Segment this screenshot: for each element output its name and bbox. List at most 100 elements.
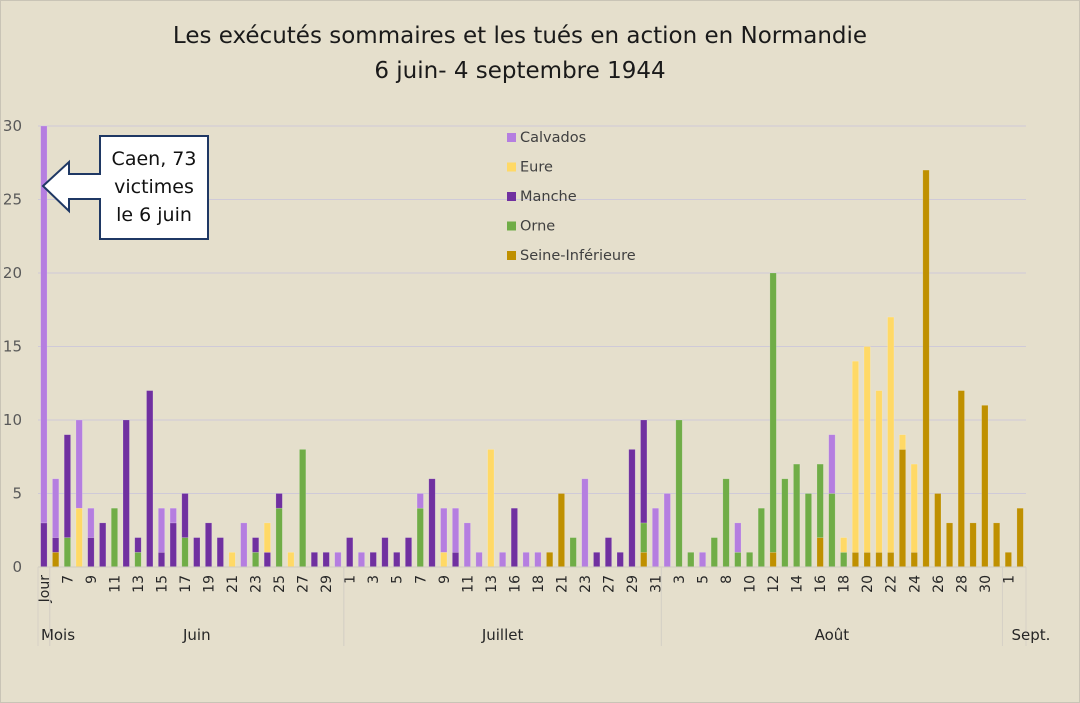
bar-segment-calvados (440, 507, 448, 553)
bar-segment-orne (63, 537, 71, 568)
x-tick-label: 22 (884, 575, 900, 593)
x-tick-label: 5 (390, 575, 406, 584)
callout-line1: Caen, 73 (112, 148, 197, 170)
legend-swatch (507, 133, 516, 142)
y-tick-label: 15 (3, 338, 22, 356)
bar-segment-orne (757, 507, 765, 568)
x-tick-label: 1 (1001, 575, 1017, 584)
bar-segment-seine-inf-rieure (946, 522, 954, 568)
x-tick-label: 30 (978, 575, 994, 593)
bar-segment-orne (134, 551, 142, 568)
bar-segment-seine-inf-rieure (981, 404, 989, 568)
bar-segment-orne (793, 463, 801, 568)
bar-segment-eure (851, 360, 859, 553)
x-tick-label: 18 (531, 575, 547, 593)
bar-segment-manche (616, 551, 624, 568)
bar-segment-calvados (87, 507, 95, 538)
bar-segment-calvados (452, 507, 460, 553)
legend-swatch (507, 162, 516, 172)
bar-segment-manche (205, 522, 213, 568)
bar-segment-manche (169, 522, 177, 568)
legend-swatch (507, 192, 516, 201)
legend-swatch (507, 251, 516, 260)
bar-segment-manche (393, 551, 401, 568)
x-tick-label: Jour (37, 575, 53, 604)
bar-segment-manche (322, 551, 330, 568)
bar-segment-seine-inf-rieure (816, 537, 824, 568)
bar-segment-manche (134, 537, 142, 553)
bar-segment-calvados (334, 551, 342, 568)
x-tick-label: 5 (696, 575, 712, 584)
bar-segment-eure (487, 449, 495, 568)
bar-segment-orne (828, 493, 836, 568)
month-label: Juin (182, 626, 211, 644)
bars (40, 125, 1024, 568)
bar-segment-orne (569, 537, 577, 568)
bar-segment-calvados (534, 551, 542, 568)
bar-segment-calvados (75, 419, 83, 509)
bar-segment-eure (898, 434, 906, 450)
bar-segment-eure (887, 316, 895, 553)
x-tick-label: 1 (343, 575, 359, 584)
bar-segment-manche (428, 478, 436, 568)
x-tick-label: 10 (743, 575, 759, 593)
x-tick-label: 25 (272, 575, 288, 593)
bar-segment-eure (228, 551, 236, 568)
bar-segment-eure (75, 507, 83, 568)
bar-segment-calvados (581, 478, 589, 568)
legend-item-label: Orne (520, 219, 555, 235)
bar-segment-seine-inf-rieure (863, 551, 871, 568)
x-tick-label: 3 (366, 575, 382, 584)
x-tick-label: 14 (790, 575, 806, 593)
bar-segment-manche (381, 537, 389, 568)
bar-segment-orne (299, 449, 307, 568)
legend-item-label: Eure (520, 160, 553, 176)
bar-segment-seine-inf-rieure (557, 493, 565, 568)
bar-segment-manche (452, 551, 460, 568)
y-tick-label: 0 (12, 558, 22, 576)
chart-title-line2: 6 juin- 4 septembre 1944 (374, 58, 665, 84)
bar-segment-orne (734, 551, 742, 568)
bar-segment-seine-inf-rieure (887, 551, 895, 568)
bar-segment-calvados (499, 551, 507, 568)
x-tick-label: 29 (625, 575, 641, 593)
bar-segment-manche (369, 551, 377, 568)
bar-segment-manche (122, 419, 130, 568)
bar-segment-orne (252, 551, 260, 568)
bar-segment-seine-inf-rieure (910, 551, 918, 568)
bar-segment-calvados (734, 522, 742, 553)
x-tick-label: 7 (413, 575, 429, 584)
bar-segment-manche (404, 537, 412, 568)
x-tick-label: 9 (84, 575, 100, 584)
bar-segment-calvados (240, 522, 248, 568)
bar-segment-orne (181, 537, 189, 568)
bar-segment-seine-inf-rieure (851, 551, 859, 568)
bar-segment-manche (593, 551, 601, 568)
y-tick-label: 20 (3, 264, 22, 282)
bar-segment-seine-inf-rieure (1004, 551, 1012, 568)
bar-segment-orne (675, 419, 683, 568)
x-tick-label: 16 (507, 575, 523, 593)
legend-swatch (507, 221, 516, 231)
bar-segment-calvados (416, 493, 424, 509)
month-label: Août (815, 626, 850, 644)
x-tick-label: 15 (155, 575, 171, 593)
bar-segment-calvados (699, 551, 707, 568)
bar-segment-orne (687, 551, 695, 568)
x-tick-label: 11 (107, 575, 123, 593)
callout-annotation: Caen, 73 victimes le 6 juin (41, 135, 209, 240)
bar-segment-seine-inf-rieure (957, 390, 965, 568)
x-tick-label: 13 (484, 575, 500, 593)
bar-segment-calvados (463, 522, 471, 568)
bar-segment-manche (263, 551, 271, 568)
bar-segment-manche (275, 493, 283, 509)
x-tick-label: 12 (766, 575, 782, 593)
x-tick-label: 19 (202, 575, 218, 593)
legend: Calvados Eure Manche Orne Seine-Inférieure (507, 130, 636, 264)
bar-segment-calvados (52, 478, 60, 538)
y-tick-label: 10 (3, 411, 22, 429)
bar-segment-calvados (828, 434, 836, 494)
bar-segment-seine-inf-rieure (922, 169, 930, 568)
month-label: Juillet (481, 626, 524, 644)
